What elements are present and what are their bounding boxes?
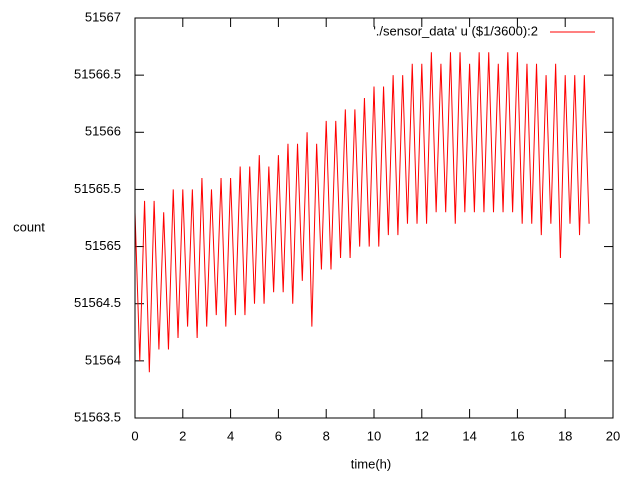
x-tick-label: 16 [510,428,524,443]
y-tick-label: 51566 [85,124,121,139]
y-tick-label: 51565.5 [74,181,121,196]
y-tick-label: 51566.5 [74,67,121,82]
x-tick-label: 20 [606,428,620,443]
legend-label: './sensor_data' u ($1/3600):2 [373,23,538,38]
data-line [134,52,590,373]
x-tick-label: 2 [179,428,186,443]
y-axis-label: count [13,219,45,234]
y-tick-label: 51565 [85,238,121,253]
y-tick-label: 51564.5 [74,295,121,310]
x-tick-label: 14 [462,428,476,443]
y-tick-label: 51567 [85,9,121,24]
x-tick-label: 12 [415,428,429,443]
x-axis-label: time(h) [351,456,391,471]
plot-border [134,17,614,419]
x-tick-label: 6 [275,428,282,443]
x-tick-label: 8 [323,428,330,443]
x-tick-label: 0 [131,428,138,443]
x-tick-label: 18 [558,428,572,443]
y-tick-label: 51564 [85,352,121,367]
x-tick-label: 10 [367,428,381,443]
x-tick-label: 4 [227,428,234,443]
y-tick-label: 51563.5 [74,409,121,424]
